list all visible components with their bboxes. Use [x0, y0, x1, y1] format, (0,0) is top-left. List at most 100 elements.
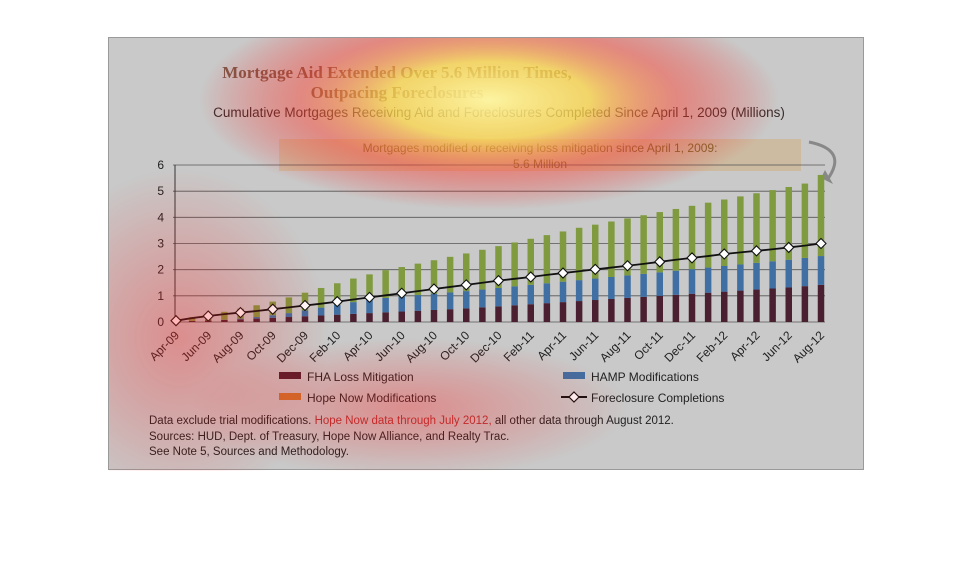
bar-fha	[317, 315, 325, 322]
bar-hope	[672, 208, 680, 271]
bar-hope	[221, 311, 228, 320]
bar-hamp	[737, 264, 744, 291]
bar-hamp	[366, 300, 373, 314]
bar-hamp	[463, 291, 470, 309]
callout-arrow-head	[821, 170, 833, 184]
chart-frame: Mortgage Aid Extended Over 5.6 Million T…	[108, 37, 864, 471]
bar-hamp	[479, 289, 486, 308]
y-tick-label: 4	[157, 210, 164, 224]
y-tick-label: 0	[157, 315, 164, 329]
bar-hamp	[543, 283, 551, 304]
x-tick-label: Apr-12	[727, 328, 763, 364]
bar-fha	[463, 308, 470, 322]
foreclosure-marker	[686, 252, 698, 264]
note-line2: Sources: HUD, Dept. of Treasury, Hope No…	[149, 431, 509, 443]
x-tick-label: Feb-10	[307, 328, 344, 365]
note-line1-c: all other data through August 2012.	[492, 415, 674, 427]
foreclosure-marker	[395, 287, 408, 299]
bar-hamp	[237, 318, 244, 320]
bar-hamp	[785, 259, 792, 288]
foreclosure-marker	[815, 237, 827, 250]
bar-hope	[608, 221, 615, 277]
x-tick-label: Feb-11	[501, 328, 537, 364]
bar-fha	[575, 301, 583, 322]
bar-fha	[559, 302, 567, 322]
bar-fha	[188, 320, 196, 322]
bar-hamp	[253, 317, 260, 319]
bar-fha	[430, 309, 438, 322]
bar-hope	[737, 196, 744, 265]
bar-hamp	[753, 262, 760, 290]
chart-title-line1: Mortgage Aid Extended Over 5.6 Million T…	[222, 63, 571, 82]
note-line1-a: Data exclude trial modifications.	[149, 415, 315, 427]
bar-hope	[721, 199, 728, 267]
bar-hamp	[672, 270, 680, 295]
bar-hamp	[640, 273, 647, 297]
bar-hamp	[301, 310, 309, 317]
bar-hope	[446, 256, 454, 293]
note-line1-b: Hope Now data through July 2012,	[315, 415, 492, 427]
legend-swatch-fha	[279, 372, 301, 379]
x-tick-label: Jun-10	[372, 328, 408, 364]
bar-hamp	[608, 276, 615, 299]
x-tick-label: Aug-12	[790, 328, 827, 365]
bar-hamp	[721, 266, 728, 292]
bar-hope	[334, 283, 341, 305]
bar-hope	[414, 263, 422, 296]
bar-fha	[511, 305, 518, 322]
bar-hamp	[575, 280, 583, 302]
legend-label-hamp: HAMP Modifications	[591, 370, 699, 384]
bar-hope	[704, 202, 712, 268]
bar-hope	[511, 242, 518, 287]
bar-hope	[624, 218, 631, 276]
bar-hamp	[527, 284, 534, 305]
foreclosure-marker	[557, 267, 569, 279]
bar-hamp	[414, 295, 422, 311]
y-tick-label: 6	[157, 158, 164, 172]
bar-fha	[769, 288, 776, 322]
foreclosure-marker	[234, 306, 247, 319]
bar-hamp	[446, 292, 454, 310]
bar-hope	[527, 238, 534, 285]
bar-hamp	[624, 275, 631, 298]
foreclosure-marker	[750, 245, 763, 257]
legend-label-foreclosure: Foreclosure Completions	[591, 391, 724, 405]
foreclosure-marker	[331, 295, 344, 308]
bar-hamp	[317, 307, 325, 316]
bar-fha	[640, 296, 647, 322]
bar-fha	[285, 317, 293, 322]
chart-title-line2: Outpacing Foreclosures	[311, 83, 484, 102]
x-tick-label: Apr-10	[340, 328, 376, 364]
x-tick-label: Dec-09	[274, 328, 311, 365]
y-tick-label: 2	[157, 263, 164, 277]
x-tick-label: Aug-09	[209, 328, 246, 365]
foreclosure-marker	[621, 259, 634, 272]
foreclosure-marker	[170, 314, 182, 327]
bar-hope	[801, 183, 809, 258]
bar-hope	[543, 235, 551, 284]
bar-hamp	[656, 272, 663, 296]
bar-fha	[350, 313, 357, 322]
bar-hamp	[559, 281, 567, 303]
bar-hope	[463, 253, 470, 292]
y-tick-label: 5	[157, 184, 164, 198]
bar-fha	[479, 307, 486, 322]
plot-area: 0123456Apr-09Jun-09Aug-09Oct-09Dec-09Feb…	[147, 158, 828, 365]
y-tick-label: 1	[157, 289, 164, 303]
bar-fha	[688, 293, 696, 322]
x-tick-label: Oct-09	[244, 328, 280, 364]
bar-hamp	[398, 296, 405, 312]
legend-marker-foreclosure	[568, 391, 580, 403]
bar-fha	[446, 309, 454, 322]
bar-fha	[221, 319, 228, 322]
legend-label-fha: FHA Loss Mitigation	[307, 370, 414, 384]
bar-hamp	[688, 269, 696, 294]
foreclosure-marker	[202, 310, 215, 322]
x-tick-label: Jun-11	[566, 328, 601, 363]
note-line1: Data exclude trial modifications. Hope N…	[149, 415, 674, 427]
foreclosure-marker	[460, 279, 473, 291]
foreclosure-marker	[653, 256, 666, 268]
bar-hamp	[511, 286, 518, 306]
foreclosure-marker	[492, 274, 505, 287]
legend-swatch-hope	[279, 393, 301, 400]
